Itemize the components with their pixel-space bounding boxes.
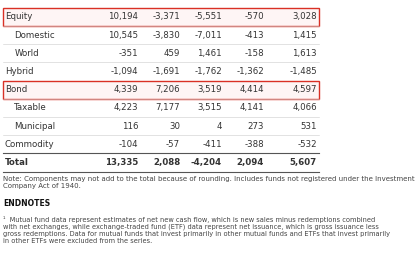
Text: World: World: [15, 49, 39, 58]
Text: -3,371: -3,371: [152, 12, 180, 21]
Text: 4,597: 4,597: [293, 85, 317, 94]
Text: -532: -532: [297, 140, 317, 149]
Text: ENDNOTES: ENDNOTES: [3, 199, 50, 208]
Text: 13,335: 13,335: [105, 158, 138, 167]
Text: Domestic: Domestic: [15, 31, 55, 40]
Text: 7,177: 7,177: [156, 103, 180, 112]
Text: 1,461: 1,461: [198, 49, 222, 58]
Text: -4,204: -4,204: [191, 158, 222, 167]
Text: 10,194: 10,194: [108, 12, 138, 21]
Text: -1,094: -1,094: [111, 67, 138, 76]
Text: 5,607: 5,607: [290, 158, 317, 167]
FancyBboxPatch shape: [3, 81, 319, 99]
Text: -411: -411: [203, 140, 222, 149]
Text: -1,691: -1,691: [153, 67, 180, 76]
Text: -158: -158: [244, 49, 264, 58]
Text: 2,094: 2,094: [237, 158, 264, 167]
Text: -5,551: -5,551: [194, 12, 222, 21]
Text: 1,415: 1,415: [292, 31, 317, 40]
Text: -351: -351: [119, 49, 138, 58]
Text: -413: -413: [244, 31, 264, 40]
Text: Hybrid: Hybrid: [5, 67, 33, 76]
Text: 531: 531: [300, 122, 317, 131]
Text: -1,485: -1,485: [289, 67, 317, 76]
Text: 4,339: 4,339: [114, 85, 138, 94]
Text: -388: -388: [244, 140, 264, 149]
Text: 4,414: 4,414: [239, 85, 264, 94]
Text: 3,028: 3,028: [292, 12, 317, 21]
Text: 4,066: 4,066: [292, 103, 317, 112]
Text: 2,088: 2,088: [153, 158, 180, 167]
Text: 4: 4: [217, 122, 222, 131]
Text: 459: 459: [164, 49, 180, 58]
Text: Taxable: Taxable: [15, 103, 47, 112]
FancyBboxPatch shape: [3, 8, 319, 26]
Text: 273: 273: [247, 122, 264, 131]
Text: ¹  Mutual fund data represent estimates of net new cash flow, which is new sales: ¹ Mutual fund data represent estimates o…: [3, 216, 390, 244]
Text: Bond: Bond: [5, 85, 27, 94]
Text: -57: -57: [166, 140, 180, 149]
Text: 4,223: 4,223: [114, 103, 138, 112]
Text: 3,515: 3,515: [198, 103, 222, 112]
Text: 30: 30: [169, 122, 180, 131]
Text: -1,762: -1,762: [194, 67, 222, 76]
Text: Note: Components may not add to the total because of rounding. Includes funds no: Note: Components may not add to the tota…: [3, 176, 415, 188]
Text: -7,011: -7,011: [194, 31, 222, 40]
Text: 4,141: 4,141: [239, 103, 264, 112]
Text: -3,830: -3,830: [152, 31, 180, 40]
Text: -1,362: -1,362: [236, 67, 264, 76]
Text: Municipal: Municipal: [15, 122, 56, 131]
Text: 3,519: 3,519: [198, 85, 222, 94]
Text: 7,206: 7,206: [156, 85, 180, 94]
Text: -104: -104: [119, 140, 138, 149]
Text: 116: 116: [122, 122, 138, 131]
Text: 10,545: 10,545: [108, 31, 138, 40]
Text: Equity: Equity: [5, 12, 32, 21]
Text: 1,613: 1,613: [292, 49, 317, 58]
Text: Total: Total: [5, 158, 29, 167]
Text: Commodity: Commodity: [5, 140, 54, 149]
Text: -570: -570: [244, 12, 264, 21]
